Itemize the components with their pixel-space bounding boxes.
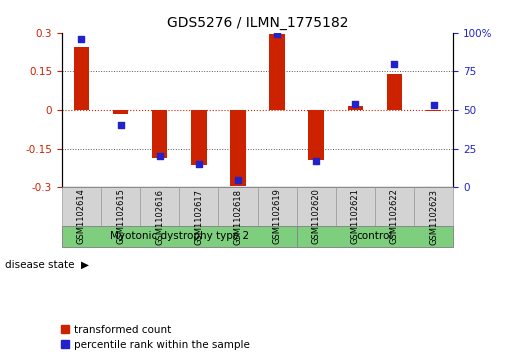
Text: disease state  ▶: disease state ▶ [5,260,89,270]
Bar [113,110,128,114]
Point [234,177,242,183]
Bar [269,34,285,110]
Point [430,102,438,108]
Point [195,161,203,167]
Bar [308,110,324,160]
Point [390,61,399,66]
Bar [62,226,297,247]
Text: GSM1102617: GSM1102617 [194,188,203,245]
Legend: transformed count, percentile rank within the sample: transformed count, percentile rank withi… [57,321,254,354]
Point [156,154,164,159]
Text: GSM1102618: GSM1102618 [233,188,243,245]
Text: GSM1102619: GSM1102619 [272,188,282,244]
Text: GSM1102616: GSM1102616 [155,188,164,245]
Bar [375,187,414,226]
Bar [297,187,336,226]
Point [273,31,281,37]
Point [116,123,125,129]
Title: GDS5276 / ILMN_1775182: GDS5276 / ILMN_1775182 [167,16,348,30]
Text: GSM1102620: GSM1102620 [312,188,321,244]
Point [351,101,359,107]
Bar [101,187,140,226]
Text: GSM1102622: GSM1102622 [390,188,399,244]
Bar [179,187,218,226]
Point [312,158,320,164]
Text: GSM1102621: GSM1102621 [351,188,360,244]
Bar [152,110,167,158]
Text: GSM1102623: GSM1102623 [429,188,438,245]
Bar [74,47,89,110]
Text: GSM1102614: GSM1102614 [77,188,86,244]
Point [77,36,85,42]
Text: GSM1102615: GSM1102615 [116,188,125,244]
Bar [387,74,402,110]
Text: control: control [357,232,393,241]
Bar [336,187,375,226]
Bar [218,187,258,226]
Text: Myotonic dystrophy type 2: Myotonic dystrophy type 2 [110,232,249,241]
Bar [191,110,207,166]
Bar [426,110,441,111]
Bar [258,187,297,226]
Bar [414,187,453,226]
Bar [297,226,453,247]
Bar [230,110,246,186]
Bar [140,187,179,226]
Bar [348,106,363,110]
Bar [62,187,101,226]
